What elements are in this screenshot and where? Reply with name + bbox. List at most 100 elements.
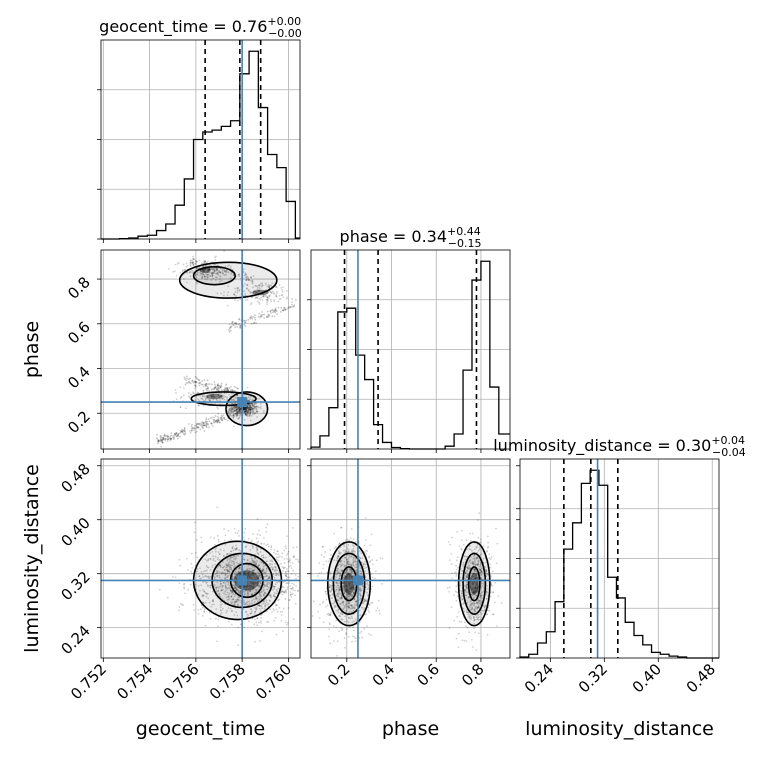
sample-point (278, 571, 280, 573)
sample-point (219, 271, 222, 274)
sample-point (270, 596, 273, 599)
sample-point (322, 621, 325, 624)
sample-point (350, 571, 353, 573)
sample-point (276, 610, 279, 613)
sample-point (246, 559, 249, 561)
sample-point (473, 608, 476, 611)
sample-point (455, 585, 458, 588)
sample-point (256, 548, 259, 551)
sample-point (348, 602, 351, 605)
sample-point (251, 570, 254, 572)
sample-point (256, 296, 259, 299)
sample-point (250, 403, 253, 405)
sample-point (345, 632, 347, 634)
sample-point (249, 411, 252, 414)
sample-point (252, 571, 255, 574)
sample-point (195, 381, 198, 384)
sample-point (227, 607, 230, 609)
sample-point (201, 271, 204, 274)
sample-point (362, 585, 365, 588)
sample-point (195, 430, 198, 433)
sample-point (267, 545, 270, 548)
sample-point (321, 545, 324, 548)
sample-point (203, 273, 205, 276)
sample-point (207, 260, 209, 263)
joint-panel-phase_vs_geocent_time (100, 249, 301, 450)
sample-point (350, 575, 353, 578)
sample-point (256, 624, 259, 627)
sample-point (269, 600, 271, 603)
sample-point (210, 605, 213, 608)
sample-point (252, 588, 254, 591)
sample-point (244, 410, 247, 413)
sample-point (347, 581, 350, 584)
sample-point (272, 568, 275, 570)
sample-point (485, 591, 488, 594)
sample-point (213, 603, 215, 606)
sample-point (232, 591, 234, 594)
sample-point (205, 576, 208, 578)
sample-point (344, 575, 347, 578)
sample-point (246, 283, 249, 286)
sample-point (474, 587, 477, 589)
sample-point (219, 603, 222, 606)
sample-point (236, 414, 239, 416)
sample-point (193, 531, 196, 534)
sample-point (209, 558, 212, 560)
sample-point (253, 557, 256, 560)
sample-point (259, 585, 261, 587)
sample-point (329, 597, 332, 600)
sample-point (246, 284, 248, 287)
sample-point (195, 424, 198, 427)
sample-point (253, 562, 255, 564)
sample-point (224, 572, 227, 575)
sample-point (230, 267, 232, 270)
sample-point (205, 592, 207, 595)
sample-point (292, 305, 294, 308)
sample-point (203, 575, 206, 578)
sample-point (352, 559, 355, 561)
sample-point (352, 586, 355, 589)
sample-point (232, 584, 235, 587)
sample-point (189, 583, 192, 586)
sample-point (282, 296, 285, 298)
sample-point (174, 433, 177, 436)
sample-point (281, 309, 284, 312)
sample-point (368, 560, 371, 563)
x-tick-label: 0.756 (160, 660, 203, 703)
sample-point (251, 409, 254, 412)
sample-point (257, 552, 260, 555)
sample-point (360, 572, 363, 575)
sample-point (217, 420, 220, 423)
sample-point (232, 405, 235, 408)
sample-point (472, 562, 475, 565)
sample-point (216, 383, 219, 386)
sample-point (249, 561, 252, 564)
sample-point (473, 616, 475, 619)
sample-point (474, 590, 477, 593)
sample-point (247, 604, 250, 607)
sample-point (201, 383, 204, 386)
sample-point (216, 264, 219, 267)
sample-point (236, 532, 239, 535)
sample-point (246, 584, 249, 587)
sample-point (351, 583, 353, 586)
sample-point (215, 272, 218, 275)
sample-point (226, 387, 229, 390)
sample-point (204, 384, 207, 387)
sample-point (324, 551, 326, 553)
sample-point (466, 574, 469, 576)
sample-point (216, 586, 218, 588)
sample-point (485, 571, 488, 573)
sample-point (346, 551, 349, 554)
sample-point (237, 387, 239, 390)
sample-point (347, 593, 350, 596)
sample-point (256, 410, 259, 413)
sample-point (232, 324, 235, 327)
sample-point (257, 540, 260, 543)
sample-point (212, 277, 214, 280)
sample-point (336, 593, 339, 596)
sample-point (160, 440, 163, 443)
sample-point (481, 591, 483, 594)
sample-point (246, 583, 249, 585)
